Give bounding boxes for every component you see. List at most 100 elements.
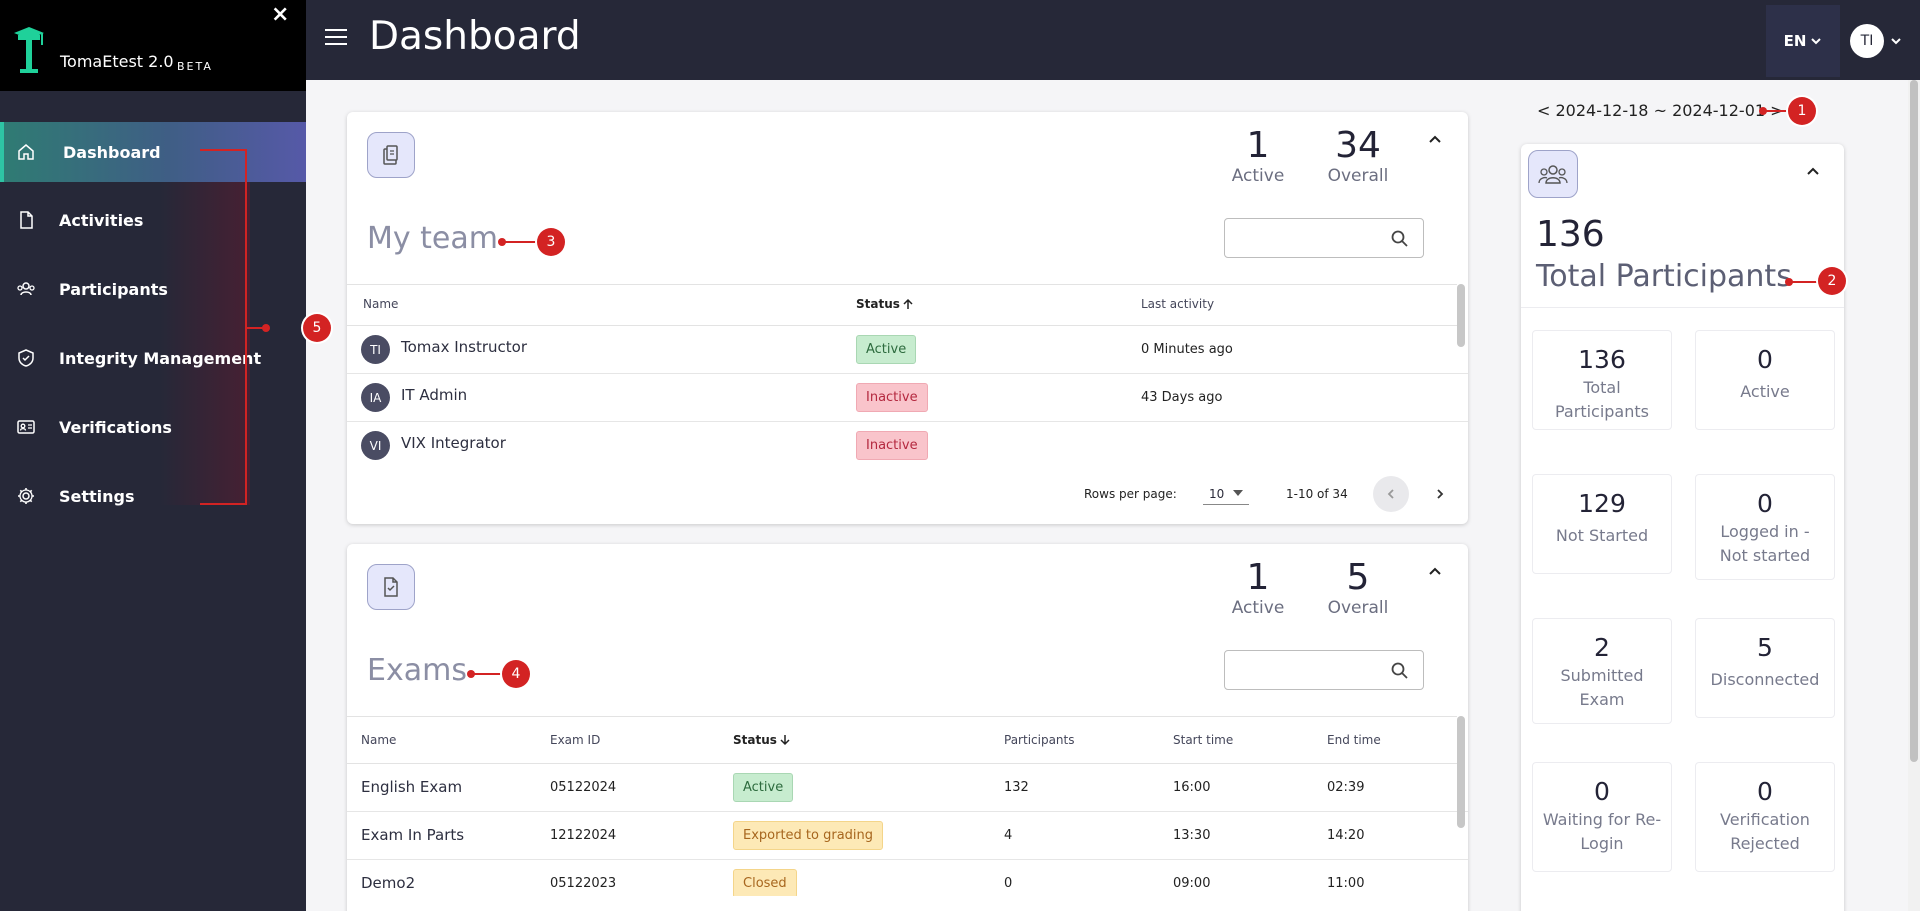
sidebar-item-label: Verifications bbox=[59, 417, 172, 437]
exams-active-label: Active bbox=[1231, 598, 1285, 618]
rows-per-page-value: 10 bbox=[1209, 487, 1225, 501]
close-sidebar-button[interactable]: × bbox=[271, 2, 290, 27]
member-name: VIX Integrator bbox=[401, 434, 506, 452]
next-page-button[interactable] bbox=[1422, 476, 1458, 512]
page-scrollbar-thumb[interactable] bbox=[1910, 80, 1918, 762]
last-activity: 0 Minutes ago bbox=[1141, 342, 1233, 357]
table-row[interactable]: VI VIX Integrator Inactive bbox=[347, 422, 1468, 464]
table-scrollbar[interactable] bbox=[1457, 716, 1465, 828]
table-row[interactable]: Exam In Parts 12122024 Exported to gradi… bbox=[347, 812, 1468, 860]
team-overall-label: Overall bbox=[1327, 166, 1389, 186]
page-title: Dashboard bbox=[369, 14, 581, 59]
sidebar-item-integrity-management[interactable]: Integrity Management bbox=[0, 328, 306, 388]
exam-start-time: 16:00 bbox=[1173, 780, 1211, 795]
date-range-text[interactable]: 2024-12-18 ~ 2024-12-01 bbox=[1555, 101, 1766, 120]
team-overall-count: 34 bbox=[1335, 125, 1381, 166]
logo-area: TomaEtest 2.0 BETA × bbox=[0, 0, 306, 91]
table-row[interactable]: Demo2 05122023 Closed 0 09:00 11:00 bbox=[347, 860, 1468, 896]
chevron-down-icon bbox=[1891, 38, 1901, 45]
my-team-title: My team bbox=[367, 221, 499, 256]
status-badge: Inactive bbox=[856, 431, 928, 460]
sidebar-item-activities[interactable]: Activities bbox=[0, 190, 306, 250]
chevron-right-icon bbox=[1437, 489, 1444, 499]
stat-label: Disconnected bbox=[1710, 670, 1820, 689]
stat-value: 0 bbox=[1594, 777, 1610, 806]
team-active-count: 1 bbox=[1246, 125, 1270, 166]
sidebar-item-label: Integrity Management bbox=[59, 348, 262, 368]
prev-page-button[interactable] bbox=[1373, 476, 1409, 512]
column-header-participants[interactable]: Participants bbox=[1004, 733, 1075, 747]
stat-value: 0 bbox=[1757, 777, 1773, 806]
exam-start-time: 09:00 bbox=[1173, 876, 1211, 891]
stat-value: 5 bbox=[1757, 633, 1773, 662]
column-header-end-time[interactable]: End time bbox=[1327, 733, 1381, 747]
search-icon[interactable] bbox=[1390, 229, 1410, 249]
beta-label: BETA bbox=[177, 60, 213, 73]
collapse-icon[interactable] bbox=[1425, 132, 1445, 146]
status-badge: Exported to grading bbox=[733, 821, 884, 850]
exam-name: English Exam bbox=[361, 778, 463, 796]
exam-id: 05122023 bbox=[550, 876, 617, 891]
logo-icon bbox=[14, 27, 44, 73]
avatar: VI bbox=[361, 431, 390, 460]
column-header-last-activity[interactable]: Last activity bbox=[1141, 297, 1215, 311]
table-scrollbar[interactable] bbox=[1457, 284, 1465, 347]
total-participants-count: 136 bbox=[1536, 214, 1605, 255]
stat-value: 0 bbox=[1757, 345, 1773, 374]
search-icon[interactable] bbox=[1390, 661, 1410, 681]
column-header-status[interactable]: Status bbox=[856, 297, 914, 311]
user-menu[interactable]: TI bbox=[1844, 5, 1908, 77]
rows-per-page-select[interactable]: 10 bbox=[1203, 479, 1249, 505]
table-header: Name Exam ID Status Participants Start t… bbox=[347, 716, 1457, 764]
avatar: TI bbox=[361, 335, 390, 364]
exams-card: 1 Active 5 Overall Exams Name Exam ID St… bbox=[347, 544, 1468, 911]
top-bar: Dashboard EN TI bbox=[306, 0, 1920, 80]
menu-toggle-icon[interactable] bbox=[325, 29, 347, 47]
sidebar-item-dashboard[interactable]: Dashboard bbox=[0, 122, 306, 182]
stat-logged-in-not-started: 0 Logged in - Not started bbox=[1695, 474, 1835, 580]
participants-card: 136 Total Participants 136 Total Partici… bbox=[1521, 144, 1844, 911]
stat-value: 136 bbox=[1578, 345, 1626, 374]
column-header-name[interactable]: Name bbox=[363, 297, 399, 311]
my-team-card: 1 Active 34 Overall My team Name Status … bbox=[347, 112, 1468, 524]
team-search-input[interactable] bbox=[1224, 218, 1424, 258]
sidebar-item-verifications[interactable]: Verifications bbox=[0, 397, 306, 457]
stat-submitted-exam: 2 Submitted Exam bbox=[1532, 618, 1672, 724]
annotation-marker-3: 3 bbox=[537, 228, 565, 256]
column-header-start-time[interactable]: Start time bbox=[1173, 733, 1234, 747]
sidebar-item-settings[interactable]: Settings bbox=[0, 466, 306, 526]
chevron-left-icon bbox=[1387, 489, 1394, 499]
sidebar-item-label: Participants bbox=[59, 279, 168, 299]
sort-down-icon bbox=[780, 735, 790, 746]
status-badge: Active bbox=[856, 335, 917, 364]
column-header-status[interactable]: Status bbox=[733, 733, 791, 747]
exams-search-field[interactable] bbox=[1225, 651, 1385, 689]
stat-not-started: 129 Not Started bbox=[1532, 474, 1672, 574]
date-prev-button[interactable]: < bbox=[1537, 101, 1551, 120]
language-selector[interactable]: EN bbox=[1766, 5, 1840, 77]
file-icon bbox=[20, 211, 33, 229]
rows-per-page-label: Rows per page: bbox=[1084, 487, 1177, 501]
table-row[interactable]: English Exam 05122024 Active 132 16:00 0… bbox=[347, 764, 1468, 812]
exam-start-time: 13:30 bbox=[1173, 828, 1211, 843]
sidebar-item-participants[interactable]: Participants bbox=[0, 259, 306, 319]
team-search-field[interactable] bbox=[1225, 219, 1385, 257]
team-table: Name Status Last activity TI Tomax Instr… bbox=[347, 284, 1468, 464]
stat-value: 129 bbox=[1578, 489, 1626, 518]
column-header-exam-id[interactable]: Exam ID bbox=[550, 733, 601, 747]
exam-name: Exam In Parts bbox=[361, 826, 465, 844]
table-row[interactable]: TI Tomax Instructor Active 0 Minutes ago bbox=[347, 326, 1468, 374]
collapse-icon[interactable] bbox=[1803, 164, 1823, 178]
exams-search-input[interactable] bbox=[1224, 650, 1424, 690]
last-activity: 43 Days ago bbox=[1141, 390, 1223, 405]
column-header-name[interactable]: Name bbox=[361, 733, 397, 747]
table-row[interactable]: IA IT Admin Inactive 43 Days ago bbox=[347, 374, 1468, 422]
stat-label: Submitted Exam bbox=[1560, 666, 1644, 709]
stat-label: Logged in - Not started bbox=[1719, 522, 1811, 565]
annotation-line bbox=[471, 673, 511, 675]
collapse-icon[interactable] bbox=[1425, 564, 1445, 578]
exam-participants: 0 bbox=[1004, 876, 1013, 891]
annotation-line bbox=[502, 241, 542, 243]
exam-end-time: 14:20 bbox=[1327, 828, 1365, 843]
annotation-bracket bbox=[200, 149, 270, 505]
